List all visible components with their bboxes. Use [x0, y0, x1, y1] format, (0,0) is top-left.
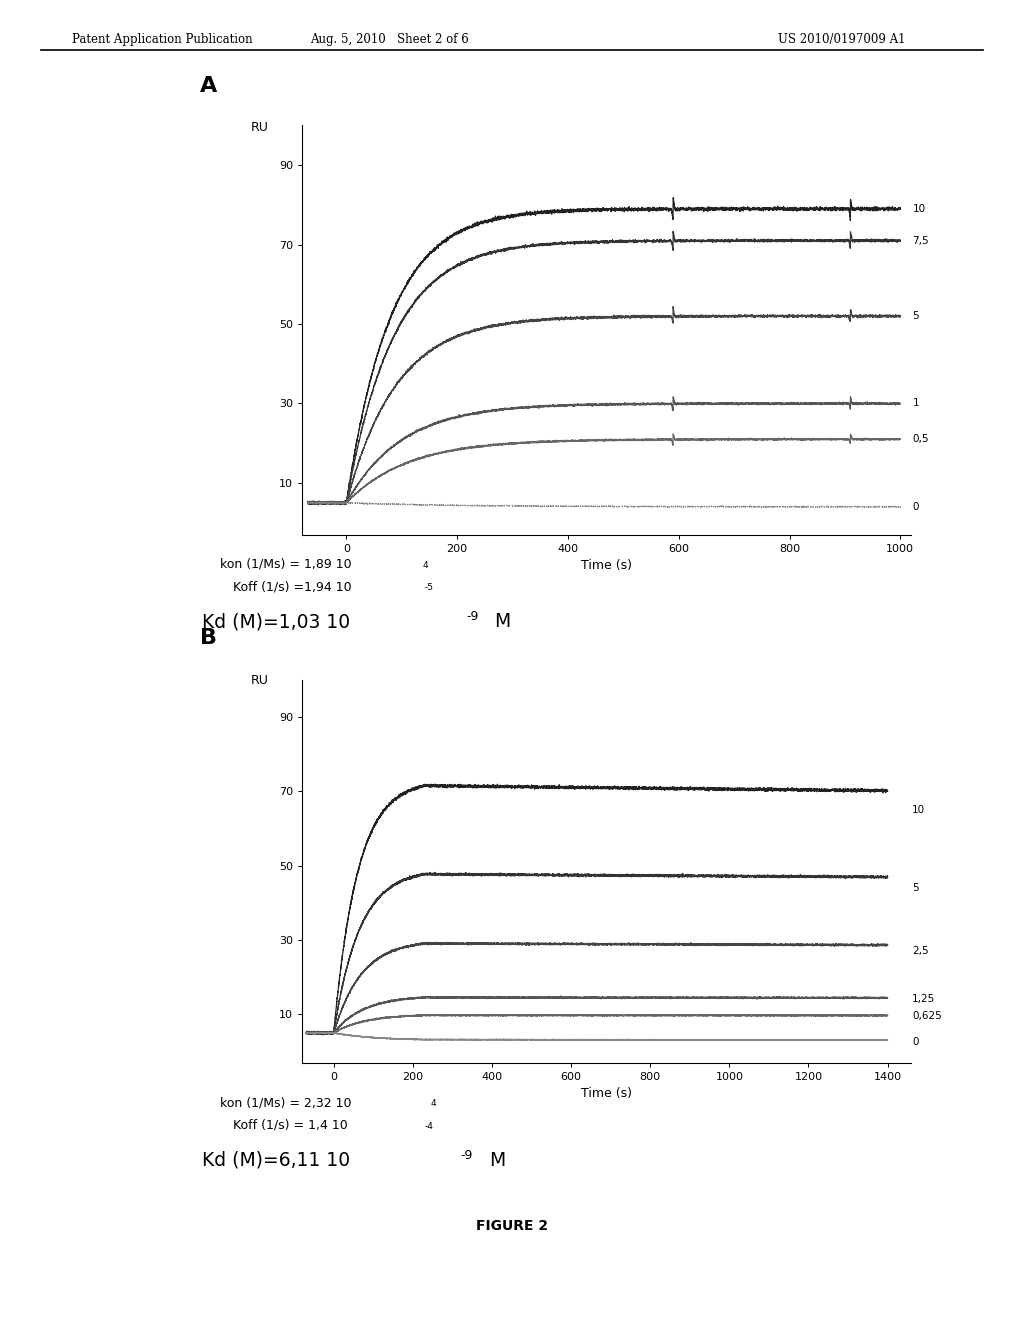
Text: A: A — [200, 77, 217, 96]
Text: 4: 4 — [423, 561, 428, 570]
Text: 0: 0 — [912, 502, 919, 512]
Text: 1: 1 — [912, 399, 920, 408]
Text: 0,5: 0,5 — [912, 434, 929, 445]
Text: kon (1/Ms) = 2,32 10: kon (1/Ms) = 2,32 10 — [220, 1096, 351, 1109]
Text: 2,5: 2,5 — [912, 946, 929, 956]
Text: FIGURE 2: FIGURE 2 — [476, 1220, 548, 1233]
Text: Patent Application Publication: Patent Application Publication — [72, 33, 252, 46]
Text: 7,5: 7,5 — [912, 235, 929, 246]
Text: -5: -5 — [425, 583, 434, 593]
Text: M: M — [495, 612, 511, 631]
Text: 0: 0 — [912, 1038, 919, 1047]
Text: Aug. 5, 2010   Sheet 2 of 6: Aug. 5, 2010 Sheet 2 of 6 — [309, 33, 469, 46]
Text: RU: RU — [251, 120, 268, 133]
Text: 10: 10 — [912, 805, 926, 814]
Text: 5: 5 — [912, 312, 920, 321]
Text: B: B — [200, 628, 217, 648]
Text: Kd (M)=6,11 10: Kd (M)=6,11 10 — [202, 1151, 350, 1170]
Text: -9: -9 — [466, 610, 478, 623]
Text: Koff (1/s) = 1,4 10: Koff (1/s) = 1,4 10 — [233, 1118, 348, 1131]
Text: Kd (M)=1,03 10: Kd (M)=1,03 10 — [202, 612, 350, 631]
Text: Koff (1/s) =1,94 10: Koff (1/s) =1,94 10 — [233, 579, 352, 593]
X-axis label: Time (s): Time (s) — [582, 560, 632, 572]
Text: US 2010/0197009 A1: US 2010/0197009 A1 — [778, 33, 906, 46]
Text: M: M — [489, 1151, 506, 1170]
Text: 10: 10 — [912, 203, 926, 214]
Text: -4: -4 — [425, 1122, 434, 1131]
Text: -9: -9 — [461, 1148, 473, 1162]
Text: 1,25: 1,25 — [912, 994, 935, 1005]
Text: 5: 5 — [912, 883, 919, 892]
Text: 0,625: 0,625 — [912, 1011, 942, 1022]
Text: RU: RU — [251, 675, 268, 688]
Text: 4: 4 — [430, 1100, 435, 1109]
Text: kon (1/Ms) = 1,89 10: kon (1/Ms) = 1,89 10 — [220, 557, 352, 570]
X-axis label: Time (s): Time (s) — [582, 1088, 632, 1100]
